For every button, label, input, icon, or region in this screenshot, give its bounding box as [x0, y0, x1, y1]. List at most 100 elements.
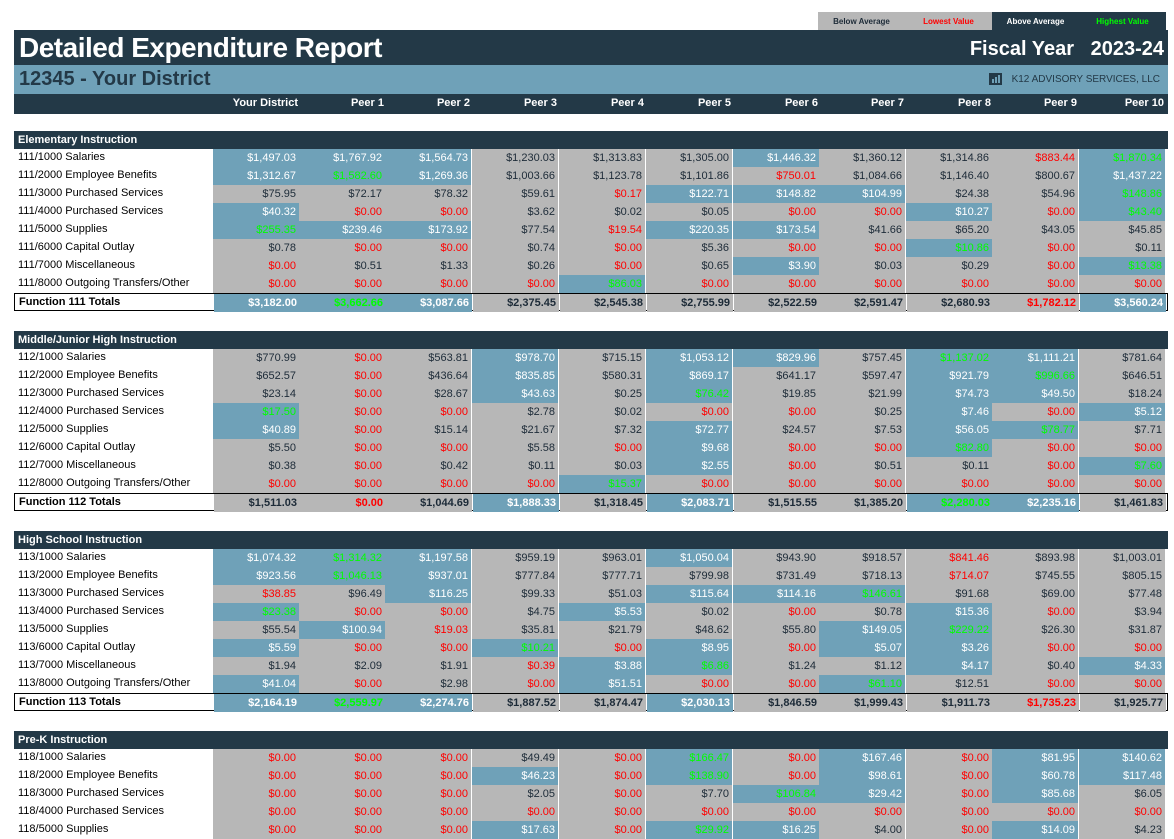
value-cell: $146.61 — [819, 585, 905, 603]
section-title: Elementary Instruction — [14, 131, 1168, 149]
value-cell: $0.00 — [472, 675, 558, 693]
fiscal-year-label: Fiscal Year — [969, 38, 1074, 60]
row-label: 111/7000 Miscellaneous — [18, 259, 136, 271]
value-cell: $652.57 — [213, 367, 299, 385]
value-cell: $19.03 — [385, 621, 471, 639]
value-cell: $1,888.33 — [473, 494, 559, 512]
value-cell: $0.00 — [992, 639, 1078, 657]
value-cell: $38.85 — [213, 585, 299, 603]
value-cell: $2.98 — [385, 675, 471, 693]
report-title: Detailed Expenditure Report — [19, 32, 383, 63]
value-cell: $1,385.20 — [820, 494, 906, 512]
legend-above-average: Above Average — [992, 12, 1079, 30]
section-4: Pre-K Instruction 118/1000 Salaries $0.00 $… — [14, 731, 1168, 839]
value-cell: $0.00 — [213, 749, 299, 767]
value-cell: $21.99 — [819, 385, 905, 403]
value-cell: $10.21 — [472, 639, 558, 657]
value-cell: $7.71 — [1079, 421, 1165, 439]
value-cell: $1,767.92 — [299, 149, 385, 167]
column-header-peer-2: Peer 2 — [436, 97, 470, 109]
value-cell: $0.00 — [906, 767, 992, 785]
value-cell: $3,662.66 — [300, 294, 386, 312]
value-cell: $1,446.32 — [733, 149, 819, 167]
row-label: 112/1000 Salaries — [18, 351, 106, 363]
row-label: 112/4000 Purchased Services — [18, 405, 164, 417]
section-1: Elementary Instruction 111/1000 Salaries $… — [14, 131, 1168, 312]
value-cell: $0.00 — [299, 403, 385, 421]
value-cell: $0.00 — [299, 767, 385, 785]
value-cell: $0.05 — [646, 203, 732, 221]
column-header-peer-6: Peer 6 — [784, 97, 818, 109]
value-cell: $19.85 — [733, 385, 819, 403]
row-label: 113/1000 Salaries — [18, 551, 106, 563]
value-cell: $148.86 — [1079, 185, 1165, 203]
value-cell: $646.51 — [1079, 367, 1165, 385]
value-cell: $0.00 — [559, 639, 645, 657]
value-cell: $40.32 — [213, 203, 299, 221]
value-cell: $923.56 — [213, 567, 299, 585]
value-cell: $1,269.36 — [385, 167, 471, 185]
bar-chart-icon — [988, 73, 1002, 85]
row-label: 118/2000 Employee Benefits — [18, 769, 158, 781]
value-cell: $12.51 — [906, 675, 992, 693]
value-cell: $5.50 — [213, 439, 299, 457]
value-cell: $21.67 — [472, 421, 558, 439]
value-cell: $5.59 — [213, 639, 299, 657]
value-cell: $0.25 — [559, 385, 645, 403]
value-cell: $1,046.13 — [299, 567, 385, 585]
value-cell: $1,437.22 — [1079, 167, 1165, 185]
value-cell: $19.54 — [559, 221, 645, 239]
value-cell: $563.81 — [385, 349, 471, 367]
table-row: 118/2000 Employee Benefits $0.00 $0.00 $0.0… — [14, 767, 1168, 785]
value-cell: $104.99 — [819, 185, 905, 203]
value-cell: $0.00 — [733, 239, 819, 257]
row-label: Function 112 Totals — [19, 496, 121, 508]
value-cell: $0.03 — [819, 257, 905, 275]
value-cell: $0.00 — [646, 475, 732, 493]
value-cell: $0.00 — [646, 675, 732, 693]
value-cell: $0.00 — [385, 785, 471, 803]
value-cell: $2,274.76 — [386, 694, 472, 712]
column-header-peer-5: Peer 5 — [697, 97, 731, 109]
value-cell: $0.00 — [213, 257, 299, 275]
value-cell: $918.57 — [819, 549, 905, 567]
value-cell: $0.00 — [385, 749, 471, 767]
value-cell: $21.79 — [559, 621, 645, 639]
value-cell: $0.00 — [213, 821, 299, 839]
value-cell: $0.11 — [906, 457, 992, 475]
table-row: 111/7000 Miscellaneous $0.00 $0.51 $1.33 $0.… — [14, 257, 1168, 275]
value-cell: $777.84 — [472, 567, 558, 585]
value-cell: $1,101.86 — [646, 167, 732, 185]
value-cell: $55.54 — [213, 621, 299, 639]
value-cell: $2,083.71 — [647, 494, 733, 512]
value-cell: $43.63 — [472, 385, 558, 403]
value-cell: $0.00 — [733, 675, 819, 693]
value-cell: $0.00 — [906, 785, 992, 803]
value-cell: $0.02 — [646, 603, 732, 621]
value-cell: $0.39 — [472, 657, 558, 675]
value-cell: $0.38 — [213, 457, 299, 475]
value-cell: $0.03 — [559, 457, 645, 475]
value-cell: $0.00 — [213, 803, 299, 821]
column-header-peer-4: Peer 4 — [610, 97, 644, 109]
row-label: 111/3000 Purchased Services — [18, 187, 164, 199]
value-cell: $0.00 — [299, 603, 385, 621]
value-cell: $0.00 — [992, 475, 1078, 493]
value-cell: $0.25 — [819, 403, 905, 421]
row-label: 112/8000 Outgoing Transfers/Other — [18, 477, 191, 489]
value-cell: $8.95 — [646, 639, 732, 657]
value-cell: $0.00 — [1079, 639, 1165, 657]
value-cell: $76.42 — [646, 385, 732, 403]
value-cell: $2,591.47 — [820, 294, 906, 312]
value-cell: $0.00 — [992, 603, 1078, 621]
value-cell: $959.19 — [472, 549, 558, 567]
value-cell: $116.25 — [385, 585, 471, 603]
value-cell: $5.58 — [472, 439, 558, 457]
value-cell: $0.00 — [1079, 475, 1165, 493]
value-cell: $3,182.00 — [214, 294, 300, 312]
value-cell: $117.48 — [1079, 767, 1165, 785]
value-cell: $56.05 — [906, 421, 992, 439]
value-cell: $0.00 — [1079, 803, 1165, 821]
value-cell: $0.00 — [385, 439, 471, 457]
table-row: 112/6000 Capital Outlay $5.50 $0.00 $0.00 $5… — [14, 439, 1168, 457]
